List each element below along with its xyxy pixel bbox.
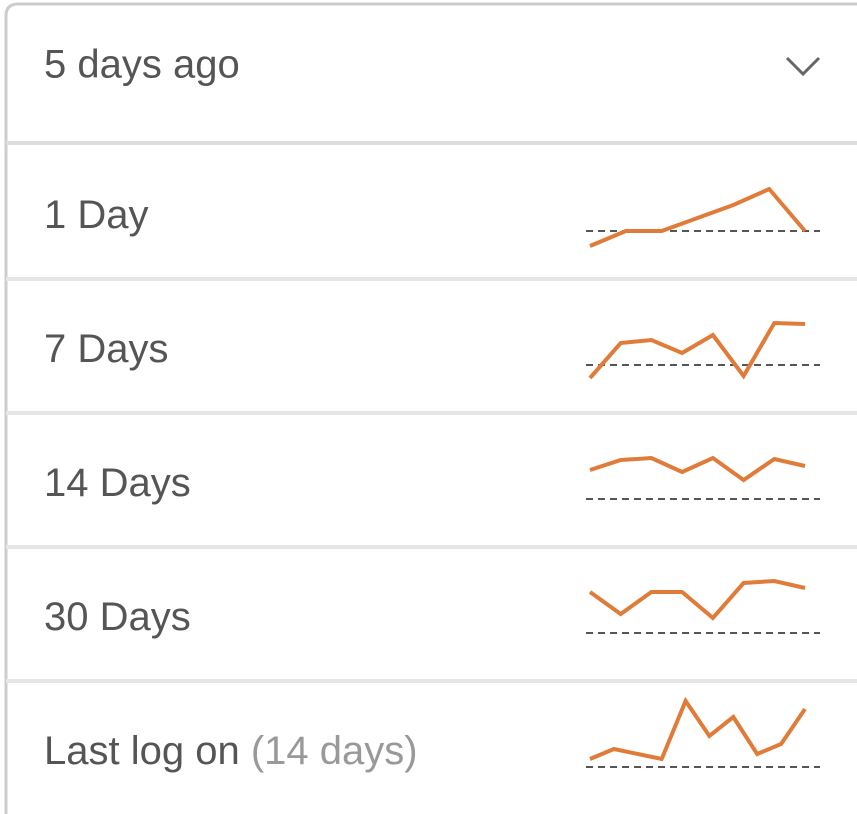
option-label: Last log on (14 days) <box>44 729 418 773</box>
option-row[interactable]: 30 Days <box>44 578 820 639</box>
option-row[interactable]: 7 Days <box>44 320 820 380</box>
option-label-text: Last log on <box>44 729 240 773</box>
dropdown-border <box>4 2 857 814</box>
option-row[interactable]: 1 Day <box>44 186 820 248</box>
option-label-text: 1 Day <box>44 193 149 237</box>
option-row[interactable]: 14 Days <box>44 455 820 505</box>
dropdown-header[interactable]: 5 days ago <box>44 43 821 87</box>
sparkline <box>589 455 806 483</box>
option-label: 30 Days <box>44 595 191 639</box>
sparkline <box>589 186 807 248</box>
option-label-text: 14 Days <box>44 461 191 505</box>
option-label: 7 Days <box>44 327 169 371</box>
selected-value: 5 days ago <box>44 43 240 87</box>
sparkline <box>588 320 806 380</box>
option-label-text: 30 Days <box>44 595 191 639</box>
option-label-text: 7 Days <box>44 327 169 371</box>
sparkline <box>589 696 807 762</box>
chevron <box>785 56 821 77</box>
option-note: (14 days) <box>251 729 418 773</box>
option-row[interactable]: Last log on (14 days) <box>44 696 820 773</box>
option-label: 14 Days <box>44 461 191 505</box>
option-label: 1 Day <box>44 193 149 237</box>
sparkline <box>588 578 806 621</box>
